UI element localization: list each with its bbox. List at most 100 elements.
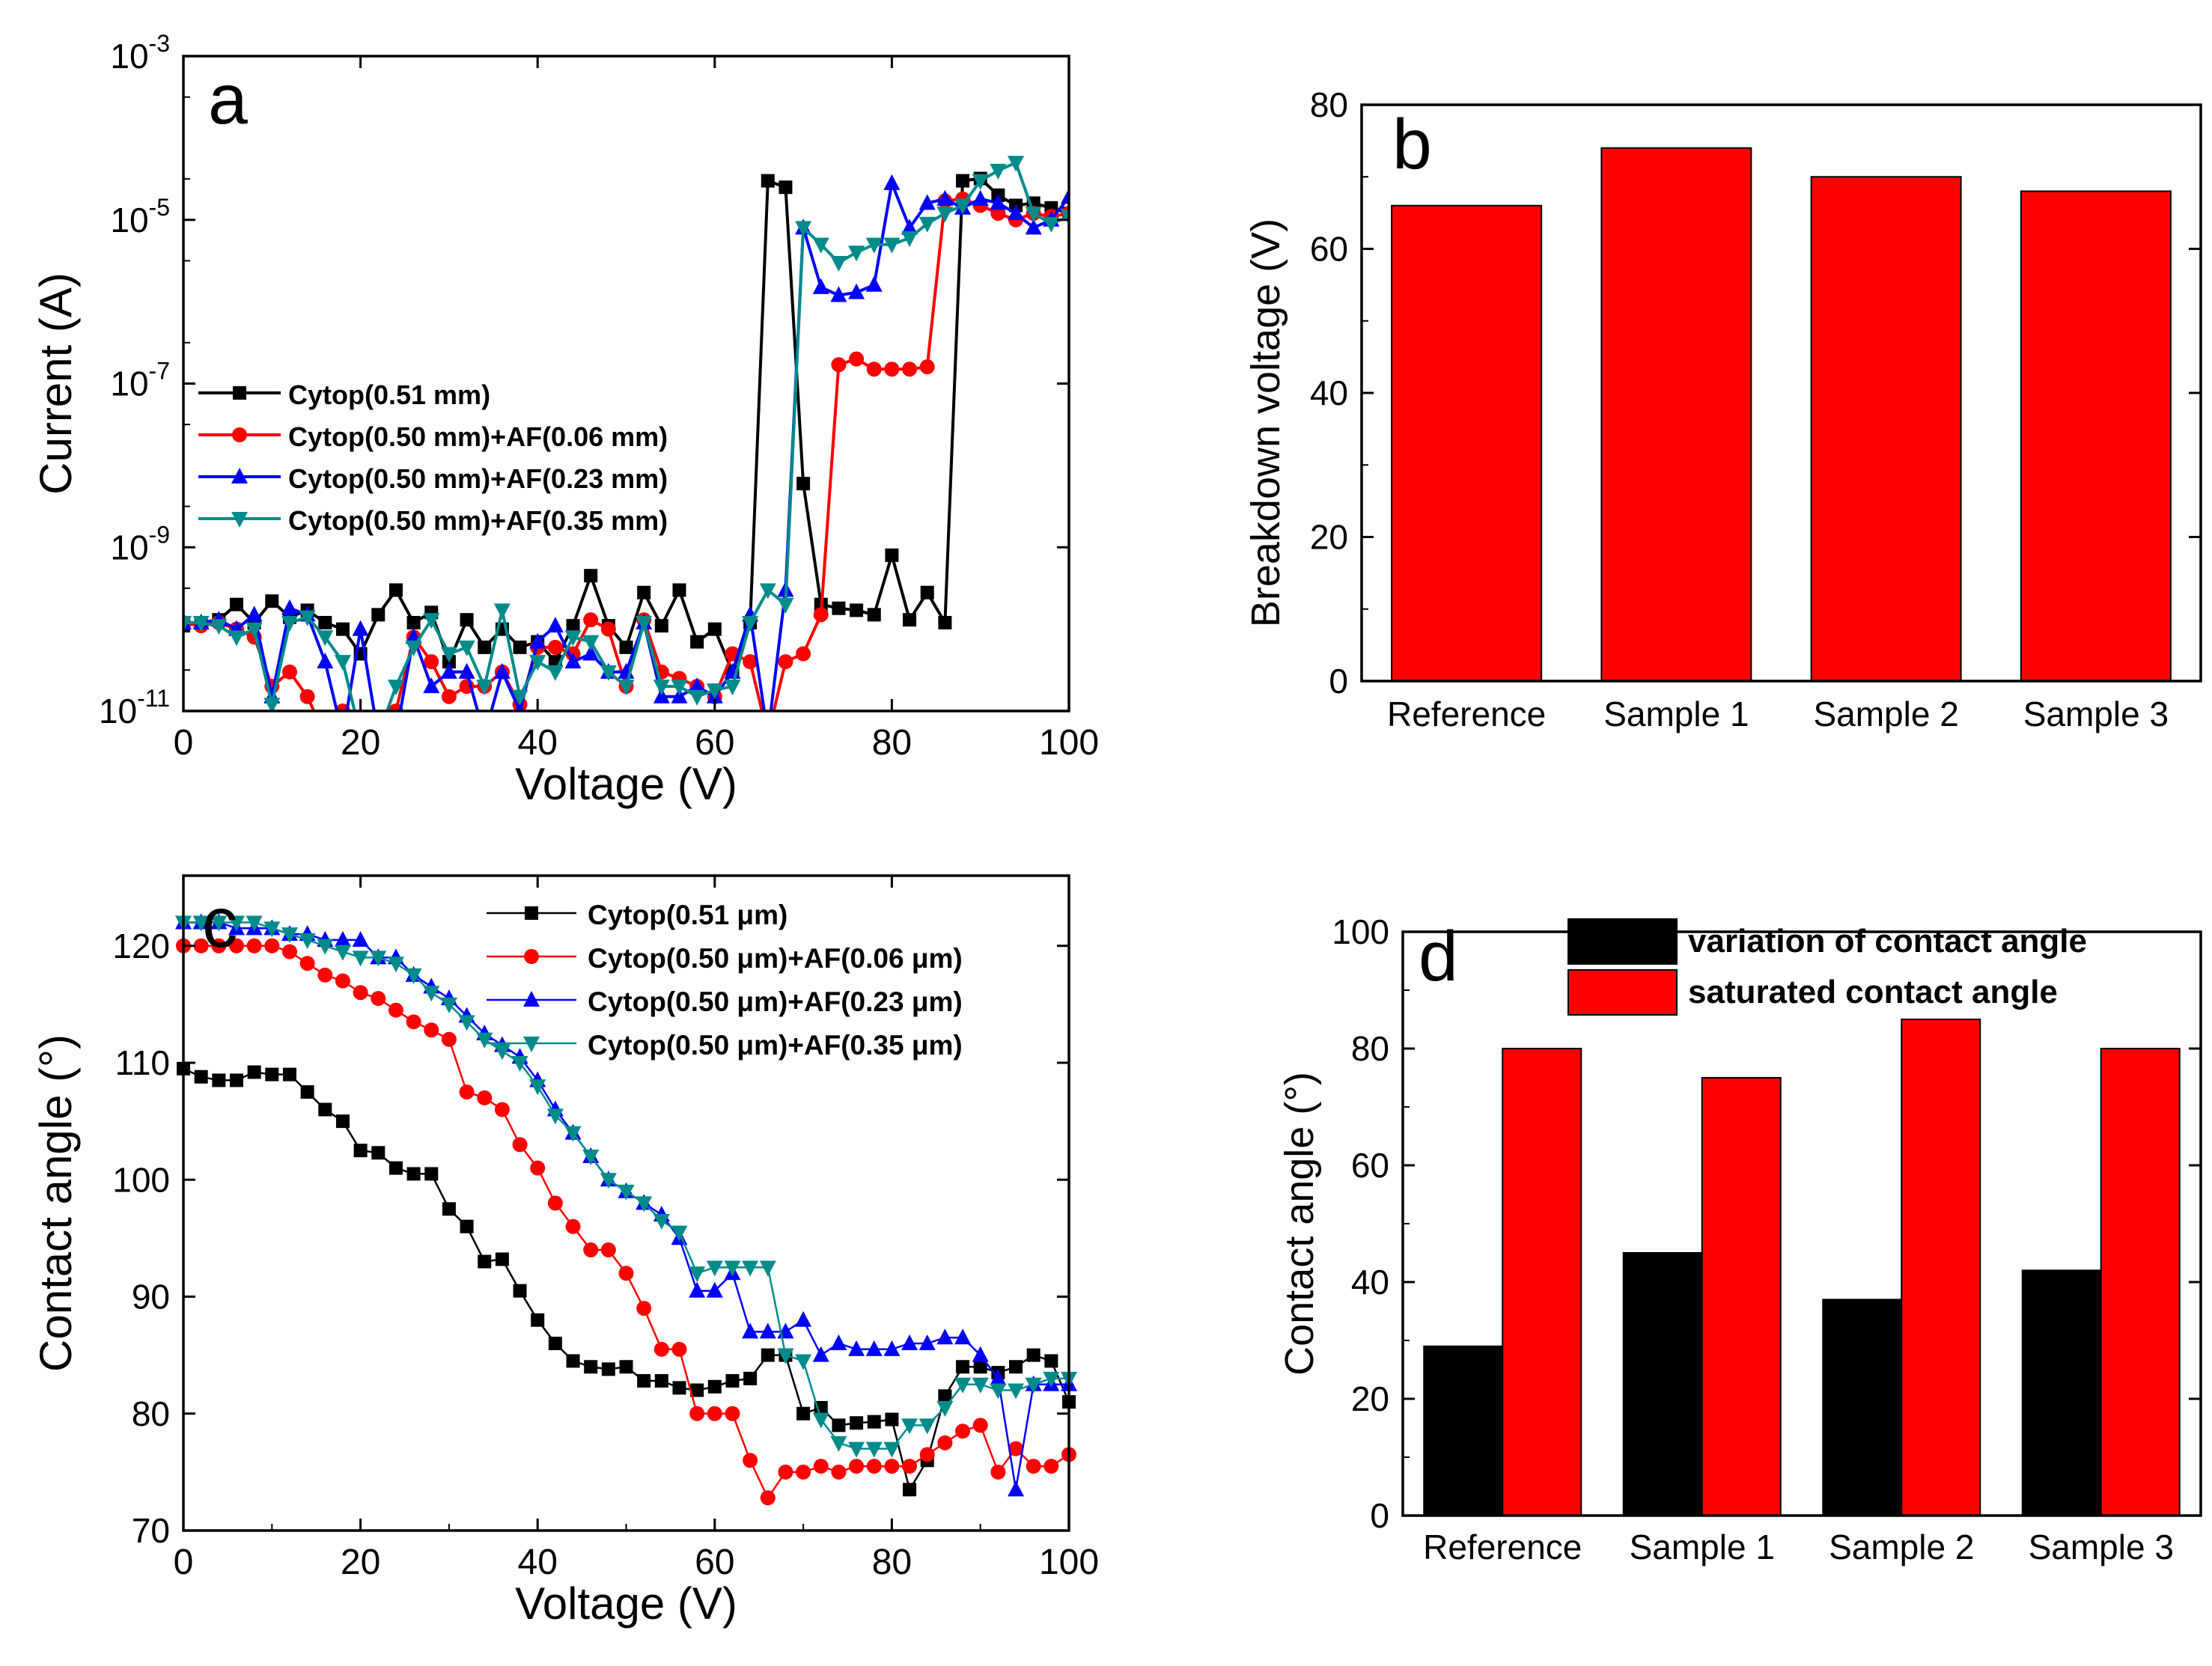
point-c-1-13 [406, 1014, 421, 1030]
point-a-2-23 [582, 644, 600, 661]
point-c-3-25 [618, 1184, 635, 1200]
legend-c-label-1: Cytop(0.50 μm)+AF(0.06 μm) [588, 943, 963, 974]
point-a-3-47 [1008, 156, 1025, 172]
point-c-1-35 [796, 1464, 811, 1480]
x-tick-label-b-0: Reference [1387, 695, 1546, 733]
point-a-0-3 [229, 597, 243, 611]
point-a-1-23 [583, 612, 599, 628]
point-a-2-10 [352, 620, 369, 636]
point-a-3-31 [724, 680, 741, 696]
point-c-0-30 [707, 1379, 722, 1394]
point-a-3-43 [936, 207, 954, 223]
point-c-3-31 [724, 1260, 741, 1277]
point-a-3-42 [918, 216, 936, 233]
point-c-1-21 [547, 1195, 563, 1211]
point-a-3-5 [263, 698, 281, 711]
point-c-1-20 [530, 1160, 546, 1176]
point-a-1-8 [317, 728, 332, 743]
point-a-2-18 [493, 662, 511, 679]
point-c-0-49 [1044, 1354, 1058, 1368]
point-c-1-11 [371, 991, 386, 1007]
point-c-2-47 [1008, 1480, 1025, 1497]
point-c-1-9 [335, 973, 350, 989]
panel-b-letter: b [1392, 105, 1432, 184]
point-c-1-4 [246, 938, 262, 953]
point-c-0-19 [513, 1284, 527, 1298]
bar-d-1-3 [2100, 1048, 2181, 1516]
y-tick-label-a-3: 10-5 [110, 194, 170, 239]
point-c-0-16 [460, 1219, 474, 1233]
x-axis-label-a: Voltage (V) [515, 759, 737, 809]
point-a-3-15 [440, 647, 457, 663]
y-tick-label-c-5: 120 [112, 927, 170, 965]
point-c-1-48 [1026, 1459, 1041, 1474]
point-c-3-28 [671, 1225, 688, 1242]
legend-d-label-1: saturated contact angle [1688, 974, 2058, 1010]
point-a-1-14 [424, 654, 439, 670]
point-c-1-18 [494, 1102, 510, 1117]
point-c-1-23 [583, 1242, 599, 1257]
legend-a-label-3: Cytop(0.50 mm)+AF(0.35 mm) [288, 505, 668, 536]
point-c-0-33 [761, 1348, 775, 1362]
point-a-0-37 [832, 601, 846, 615]
point-c-1-36 [813, 1459, 829, 1474]
y-tick-label-c-0: 70 [132, 1511, 170, 1550]
point-c-2-9 [334, 930, 351, 947]
point-a-3-36 [812, 237, 829, 254]
point-a-1-40 [884, 361, 900, 377]
y-tick-label-d-5: 100 [1332, 912, 1389, 951]
point-a-3-19 [511, 689, 528, 706]
x-tick-label-b-2: Sample 2 [1813, 695, 1958, 733]
point-a-0-28 [672, 583, 686, 597]
point-c-0-45 [973, 1360, 987, 1374]
point-c-0-39 [867, 1415, 881, 1429]
panel-c-frame [182, 874, 1070, 1532]
point-a-0-8 [318, 615, 332, 629]
point-c-3-13 [405, 968, 422, 984]
point-a-1-38 [849, 351, 865, 367]
point-c-1-10 [353, 985, 368, 1001]
point-c-0-21 [548, 1337, 562, 1350]
point-a-3-18 [493, 603, 511, 620]
point-c-1-16 [459, 1084, 475, 1100]
point-c-1-28 [671, 1341, 687, 1357]
point-c-0-12 [389, 1161, 403, 1175]
bar-d-1-1 [1701, 1077, 1782, 1516]
x-tick-label-a-5: 100 [1039, 723, 1099, 763]
point-a-2-28 [671, 687, 688, 704]
point-c-3-21 [546, 1108, 564, 1125]
point-a-3-49 [1043, 216, 1060, 233]
y-tick-label-a-1: 10-9 [110, 521, 170, 567]
point-c-3-41 [901, 1418, 918, 1435]
point-c-1-12 [388, 1002, 403, 1018]
point-a-3-44 [954, 198, 972, 215]
legend-a-marker-0 [233, 386, 246, 400]
point-a-0-11 [371, 608, 386, 622]
point-a-0-25 [619, 640, 633, 654]
point-c-1-38 [849, 1459, 865, 1474]
point-a-2-41 [901, 219, 918, 235]
y-tick-label-d-3: 60 [1351, 1146, 1389, 1185]
point-a-1-41 [902, 361, 918, 377]
legend-c-marker-3 [523, 1037, 540, 1052]
legend-c-marker-0 [525, 906, 538, 920]
point-c-0-24 [601, 1362, 615, 1376]
point-c-0-26 [637, 1374, 651, 1388]
point-a-0-40 [885, 548, 899, 562]
point-c-0-48 [1026, 1348, 1041, 1362]
x-tick-label-c-1: 20 [341, 1543, 380, 1582]
point-c-3-12 [387, 956, 404, 973]
point-a-2-21 [546, 617, 564, 633]
x-tick-label-c-4: 80 [872, 1543, 912, 1582]
point-c-3-1 [192, 915, 210, 932]
point-c-2-43 [936, 1328, 954, 1345]
point-c-3-47 [1008, 1383, 1025, 1400]
x-tick-label-b-3: Sample 3 [2023, 695, 2169, 733]
point-a-0-23 [584, 569, 598, 583]
point-a-0-16 [460, 613, 474, 627]
point-a-0-22 [566, 619, 580, 633]
point-c-0-5 [265, 1067, 279, 1081]
point-a-2-20 [529, 632, 546, 649]
point-a-2-48 [1025, 219, 1042, 235]
point-a-3-37 [830, 255, 847, 272]
